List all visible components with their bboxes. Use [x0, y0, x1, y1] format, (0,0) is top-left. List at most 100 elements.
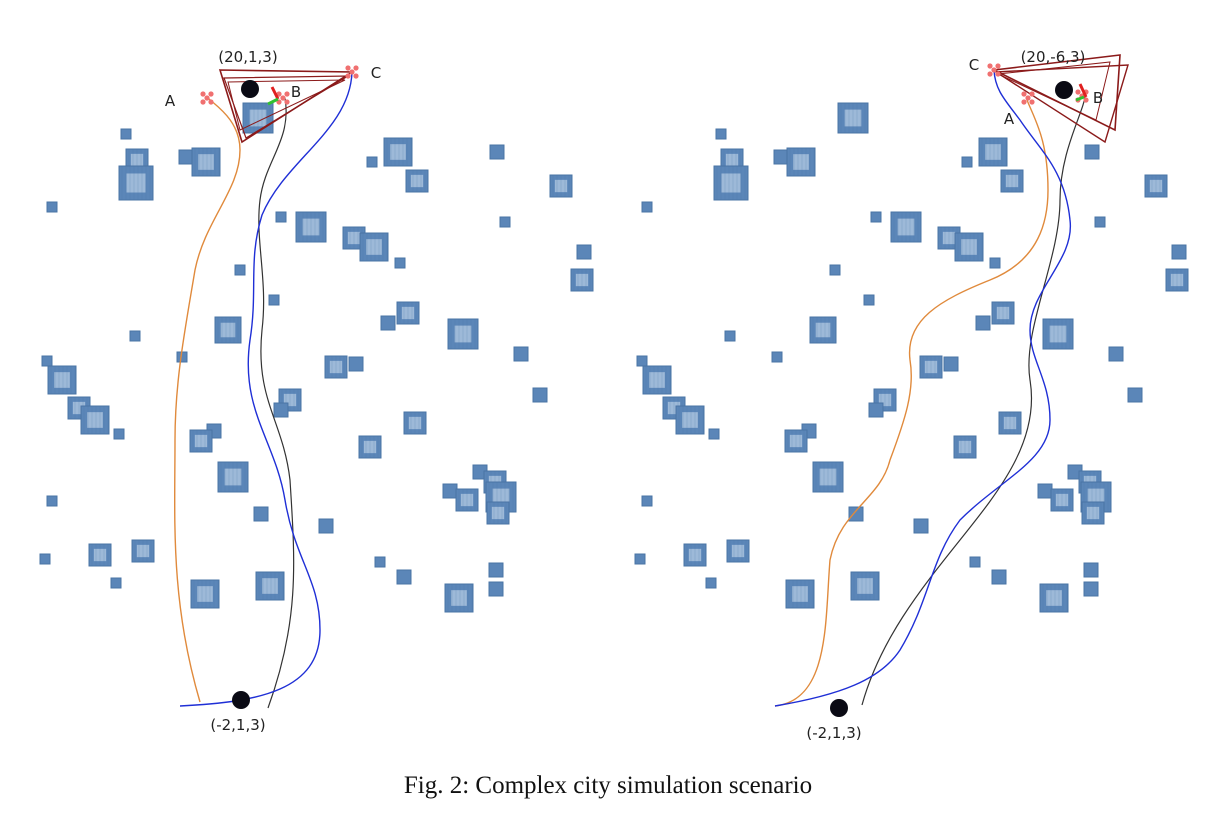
building	[1171, 244, 1187, 260]
building	[953, 435, 977, 459]
building	[1081, 501, 1105, 525]
building	[41, 355, 53, 367]
building	[978, 137, 1008, 167]
building-block	[532, 387, 548, 403]
building	[499, 216, 511, 228]
building-block	[848, 506, 864, 522]
waypoint-petal	[1083, 97, 1089, 103]
building	[576, 244, 592, 260]
building-block	[489, 144, 505, 160]
building-block	[829, 264, 841, 276]
building-block	[705, 577, 717, 589]
building-roof	[961, 239, 977, 255]
uav-start-icon	[232, 691, 250, 709]
waypoint-petal	[345, 73, 351, 79]
building-block	[366, 156, 378, 168]
building-roof	[54, 372, 70, 388]
building	[863, 294, 875, 306]
building	[1042, 318, 1074, 350]
building	[943, 356, 959, 372]
building-block	[380, 315, 396, 331]
waypoint-petal	[987, 63, 993, 69]
building-roof	[126, 173, 146, 193]
building-block	[961, 156, 973, 168]
building	[118, 165, 154, 201]
building	[1083, 562, 1099, 578]
building	[234, 264, 246, 276]
building-block	[1083, 562, 1099, 578]
building	[1083, 581, 1099, 597]
building-block	[634, 553, 646, 565]
building	[359, 232, 389, 262]
waypoint-petal	[353, 65, 359, 71]
building-block	[1083, 581, 1099, 597]
agent-label-c: C	[371, 64, 381, 82]
building	[396, 301, 420, 325]
building-block	[488, 562, 504, 578]
building-roof	[857, 578, 873, 594]
building	[488, 581, 504, 597]
building	[636, 355, 648, 367]
building-block	[499, 216, 511, 228]
building	[991, 301, 1015, 325]
building	[129, 330, 141, 342]
building-block	[708, 428, 720, 440]
building	[784, 429, 808, 453]
building	[131, 539, 155, 563]
building	[1144, 174, 1168, 198]
waypoint-petal	[991, 67, 997, 73]
waypoint-petal	[987, 71, 993, 77]
waypoint-petal	[284, 91, 290, 97]
waypoint-petal	[345, 65, 351, 71]
building	[444, 583, 474, 613]
building	[120, 128, 132, 140]
building	[191, 147, 221, 177]
waypoint-marker-icon	[1021, 91, 1035, 105]
building	[110, 577, 122, 589]
waypoint-petal	[208, 91, 214, 97]
building	[913, 518, 929, 534]
building-block	[39, 553, 51, 565]
waypoint-petal	[1025, 95, 1031, 101]
building-block	[991, 569, 1007, 585]
building	[771, 351, 783, 363]
building	[954, 232, 984, 262]
building-block	[969, 556, 981, 568]
building	[396, 569, 412, 585]
building	[242, 102, 274, 134]
building	[848, 506, 864, 522]
waypoint-petal	[200, 99, 206, 105]
building	[961, 156, 973, 168]
building	[47, 365, 77, 395]
start-coordinate-label: (-2,1,3)	[210, 716, 265, 734]
building	[366, 156, 378, 168]
building	[178, 149, 194, 165]
figure-caption: Fig. 2: Complex city simulation scenario	[403, 772, 813, 799]
building	[919, 355, 943, 379]
uav-heading-axis	[270, 86, 280, 100]
building-roof	[198, 154, 214, 170]
building-block	[348, 356, 364, 372]
building-block	[1084, 144, 1100, 160]
building	[1037, 483, 1053, 499]
building	[324, 355, 348, 379]
building-roof	[649, 372, 665, 388]
waypoint-petal	[1029, 99, 1035, 105]
building-roof	[197, 586, 213, 602]
building	[1084, 144, 1100, 160]
building	[785, 579, 815, 609]
building	[969, 556, 981, 568]
waypoint-petal	[284, 99, 290, 105]
building-block	[396, 569, 412, 585]
building	[255, 571, 285, 601]
building-block	[513, 346, 529, 362]
building-block	[943, 356, 959, 372]
path-agent-a	[774, 99, 1049, 707]
agent-label-a: A	[165, 92, 176, 110]
waypoint-petal	[995, 63, 1001, 69]
building	[724, 330, 736, 342]
waypoint-marker-icon	[200, 91, 214, 105]
building	[829, 264, 841, 276]
building	[715, 128, 727, 140]
